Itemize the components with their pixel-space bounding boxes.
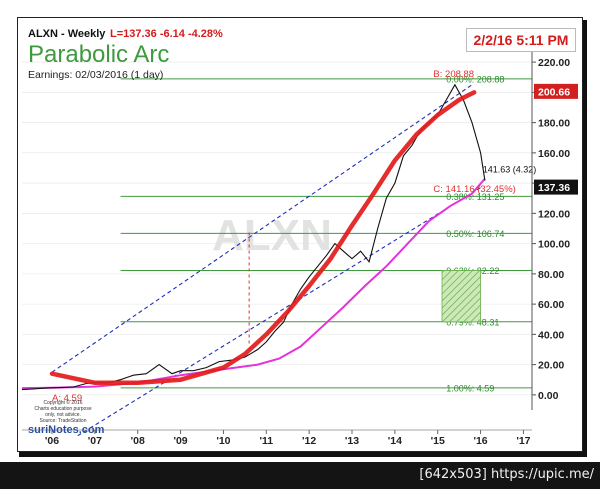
logo-source: Source: TradeStation	[39, 418, 87, 424]
earnings-note: Earnings: 02/03/2016 (1 day)	[28, 69, 163, 81]
x-tick-label: '08	[131, 435, 145, 447]
x-tick-label: '14	[388, 435, 402, 447]
logo-brand: suriNotes.com	[28, 424, 105, 436]
price-tag-label: 200.66	[538, 86, 570, 98]
channel-line	[77, 187, 481, 437]
x-tick-label: '12	[302, 435, 316, 447]
fib-level-label: 1.00%: 4.59	[446, 383, 494, 393]
x-tick-label: '16	[473, 435, 487, 447]
logo-copyright: Copyright © 2016	[43, 400, 83, 406]
fib-level-label: 0.38%: 131.25	[446, 192, 504, 202]
y-tick-label: 220.00	[538, 57, 570, 69]
x-tick-label: '07	[88, 435, 102, 447]
y-tick-label: 160.00	[538, 148, 570, 160]
chart-title: Parabolic Arc	[28, 41, 169, 68]
fib-level-label: 0.79%: 48.31	[446, 317, 499, 327]
pivot-annotation: A: 4.59	[52, 393, 82, 404]
chart-ticker: ALXN - Weekly	[28, 28, 106, 40]
chart-frame	[18, 18, 582, 451]
target-zone	[441, 270, 481, 323]
footer-text: [642x503] https://upic.me/	[419, 467, 594, 482]
y-tick-label: 40.00	[538, 329, 564, 341]
y-tick-label: 120.00	[538, 208, 570, 220]
x-tick-label: '10	[216, 435, 230, 447]
pivot-annotation: B: 208.88	[433, 69, 474, 80]
surinotes-logo: Copyright © 2016 Charts education purpos…	[28, 400, 105, 436]
x-tick-label: '09	[173, 435, 187, 447]
x-tick-label: '13	[345, 435, 359, 447]
y-tick-label: 20.00	[538, 360, 564, 372]
logo-disclaimer-1: Charts education purpose	[34, 406, 92, 412]
y-tick-label: 180.00	[538, 118, 570, 130]
chart-quote: L=137.36 -6.14 -4.28%	[110, 28, 223, 40]
logo-disclaimer-2: only, not advice.	[45, 412, 81, 418]
close-value-label: 141.63 (4.32)	[483, 165, 537, 175]
pivot-annotation: C: 141.16 (32.45%)	[433, 184, 515, 195]
image-host-footer: [642x503] https://upic.me/	[0, 462, 600, 489]
x-tick-label: '06	[45, 435, 59, 447]
fib-level-label: 0.50%: 106.74	[446, 229, 504, 239]
x-tick-label: '11	[259, 435, 273, 447]
y-tick-label: 60.00	[538, 299, 564, 311]
x-tick-label: '17	[516, 435, 530, 447]
y-tick-label: 80.00	[538, 269, 564, 281]
fib-level-label: 0.00%: 208.88	[446, 74, 504, 84]
date-time-box: 2/2/16 5:11 PM	[466, 28, 576, 52]
y-tick-label: 0.00	[538, 390, 559, 402]
y-tick-label: 100.00	[538, 239, 570, 251]
parabolic-arc	[49, 90, 477, 386]
x-tick-label: '15	[431, 435, 445, 447]
price-tag-box	[534, 179, 578, 195]
ticker-watermark: ALXN	[212, 211, 332, 260]
price-tag-label: 137.36	[538, 182, 570, 194]
channel-line	[51, 84, 473, 373]
price-tag-box	[534, 83, 578, 99]
